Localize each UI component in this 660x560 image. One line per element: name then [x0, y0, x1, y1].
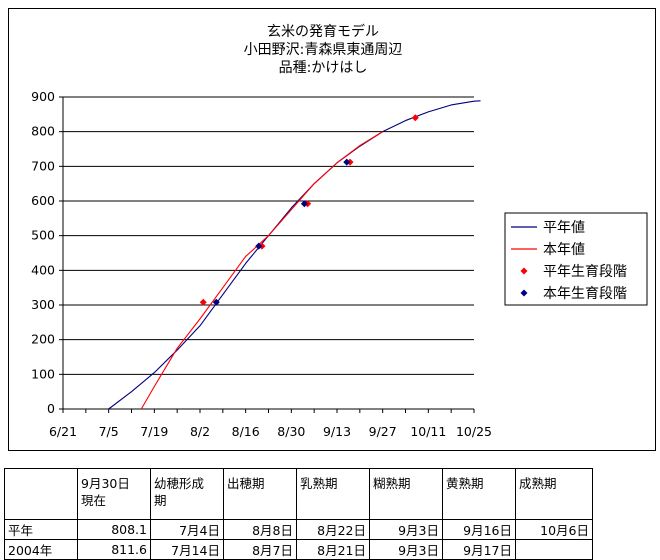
table-cell: 10月6日	[515, 519, 593, 540]
row-label: 2004年	[4, 539, 78, 560]
table-cell: 9月3日	[369, 519, 443, 540]
table-header-cell: 黄熟期	[442, 468, 516, 520]
legend-marker-swatch	[520, 267, 528, 275]
data-point	[212, 298, 220, 306]
chart-title-line: 品種:かけはし	[279, 60, 368, 76]
y-tick-label: 300	[31, 297, 55, 312]
table-cell: 9月16日	[442, 519, 516, 540]
table-header-row: 9月30日 現在 幼穂形成期 出穂期 乳熟期 糊熟期 黄熟期 成熟期	[4, 468, 593, 520]
table-row: 2004年 811.6 7月14日 8月7日 8月21日 9月3日 9月17日	[4, 539, 593, 560]
y-tick-label: 400	[31, 262, 55, 277]
legend-label: 本年生育段階	[543, 286, 627, 302]
table-cell: 9月3日	[369, 539, 443, 560]
x-tick-label: 10/25	[456, 424, 492, 439]
table-cell: 7月14日	[150, 539, 224, 560]
legend-label: 平年生育段階	[543, 264, 627, 280]
legend-label: 本年値	[543, 242, 585, 258]
table-cell: 9月17日	[442, 539, 516, 560]
data-point	[300, 200, 308, 208]
stage-table: 9月30日 現在 幼穂形成期 出穂期 乳熟期 糊熟期 黄熟期 成熟期 平年 808…	[4, 468, 593, 560]
table-header-cell: 糊熟期	[369, 468, 443, 520]
x-tick-label: 8/30	[277, 424, 305, 439]
y-tick-label: 900	[31, 89, 55, 104]
table-row: 平年 808.1 7月4日 8月8日 8月22日 9月3日 9月16日 10月6…	[4, 519, 593, 540]
x-tick-label: 6/21	[49, 424, 77, 439]
legend-marker-swatch	[520, 289, 528, 297]
y-tick-label: 600	[31, 193, 55, 208]
y-tick-label: 700	[31, 158, 55, 173]
legend-label: 平年値	[543, 220, 585, 236]
y-tick-label: 500	[31, 228, 55, 243]
table-cell: 7月4日	[150, 519, 224, 540]
table-header-cell: 9月30日 現在	[77, 468, 151, 520]
series-line	[108, 100, 481, 410]
series	[108, 100, 481, 410]
axes: 0 100 200 300 400 500 600 700 800 900 6/21 7/5 7/19 8…	[31, 89, 492, 439]
data-point	[411, 114, 419, 122]
x-tick-label: 8/16	[232, 424, 260, 439]
y-tick-label: 200	[31, 332, 55, 347]
table-cell: 808.1	[77, 519, 151, 540]
chart-title-line: 玄米の発育モデル	[267, 23, 379, 40]
y-tick-label: 800	[31, 124, 55, 139]
table-cell	[515, 539, 593, 560]
y-tick-label: 100	[31, 366, 55, 381]
x-tick-label: 9/27	[369, 424, 397, 439]
table-cell: 8月7日	[223, 539, 297, 560]
x-tick-label: 8/2	[190, 424, 210, 439]
table-header-cell: 成熟期	[515, 468, 593, 520]
chart-area: 玄米の発育モデル小田野沢:青森県東通周辺 品種:かけはし 0 100 200 300 40…	[8, 8, 656, 451]
table-header-cell	[4, 468, 78, 520]
data-point	[343, 158, 351, 166]
x-tick-label: 7/19	[140, 424, 168, 439]
data-point	[199, 298, 207, 306]
table-header-cell: 出穂期	[223, 468, 297, 520]
legend-box	[504, 212, 648, 306]
x-tick-label: 10/11	[410, 424, 446, 439]
table-header-cell: 乳熟期	[296, 468, 370, 520]
y-tick-label: 0	[47, 401, 55, 416]
table-cell: 8月8日	[223, 519, 297, 540]
table-cell: 8月21日	[296, 539, 370, 560]
table-header-cell: 幼穂形成期	[150, 468, 224, 520]
x-tick-label: 9/13	[323, 424, 351, 439]
row-label: 平年	[4, 519, 78, 540]
chart-title-line: 小田野沢:青森県東通周辺	[244, 42, 403, 58]
x-tick-label: 7/5	[99, 424, 119, 439]
data-point	[255, 242, 263, 250]
table-cell: 8月22日	[296, 519, 370, 540]
table-cell: 811.6	[77, 539, 151, 560]
